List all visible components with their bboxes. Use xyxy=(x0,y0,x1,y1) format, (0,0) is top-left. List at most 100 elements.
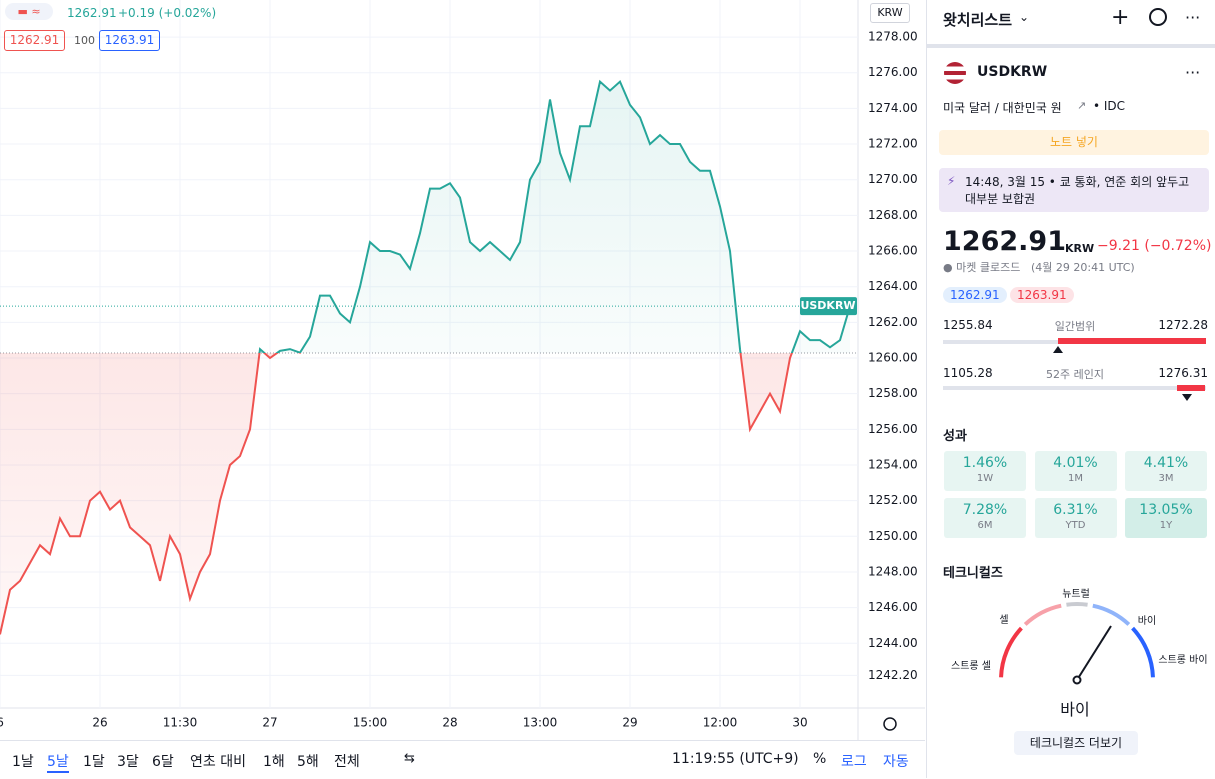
y-tick-label: 1262.00 xyxy=(868,315,918,329)
performance-period: 1W xyxy=(976,473,994,484)
x-tick-label: 12:00 xyxy=(703,716,738,730)
chart-icon[interactable] xyxy=(1149,8,1167,26)
x-tick-label: 11:30 xyxy=(163,716,198,730)
symbol[interactable]: USDKRW xyxy=(977,64,1048,80)
x-tick-label: 26 xyxy=(92,716,107,730)
range-button[interactable]: 연초 대비 xyxy=(190,754,246,770)
log-toggle[interactable]: 로그 xyxy=(841,754,867,770)
price-currency: KRW xyxy=(1065,242,1095,255)
price-tag-label: USDKRW xyxy=(800,299,855,312)
gauge-label: 스트롱 바이 xyxy=(1158,654,1207,666)
description[interactable]: 미국 달러 / 대한민국 원 xyxy=(943,101,1062,115)
news-headline: 쿄 통화, 연준 회의 앞두고 대부분 보합권 xyxy=(965,175,1190,206)
range-bar xyxy=(943,386,1206,390)
market-status: ● 마켓 클로즈드 xyxy=(943,261,1021,274)
y-tick-label: 1248.00 xyxy=(868,564,918,578)
gauge-arc xyxy=(1131,626,1155,678)
technicals-title: 테크니컬즈 xyxy=(943,566,1003,581)
settings-icon[interactable] xyxy=(883,717,897,731)
x-tick-label: 15:00 xyxy=(353,716,388,730)
source: • IDC xyxy=(1093,99,1126,113)
y-tick-label: 1268.00 xyxy=(868,208,918,222)
performance-cell: 7.28% 6M xyxy=(944,498,1026,538)
gauge-label: 스트롱 셀 xyxy=(951,660,991,672)
more-icon[interactable]: ··· xyxy=(1185,63,1201,82)
news-box[interactable] xyxy=(939,168,1209,212)
range-low: 1255.84 xyxy=(943,318,993,332)
y-tick-label: 1278.00 xyxy=(868,30,918,44)
percent-toggle[interactable]: % xyxy=(813,751,827,767)
y-tick-label: 1252.00 xyxy=(868,493,918,507)
range-button[interactable]: 1해 xyxy=(263,754,285,770)
range-button[interactable]: 3달 xyxy=(117,754,139,770)
bid-pill: 1262.91 xyxy=(943,287,1007,303)
performance-value: 4.01% xyxy=(1053,455,1098,471)
y-tick-label: 1264.00 xyxy=(868,279,918,293)
performance-cell: 13.05% 1Y xyxy=(1125,498,1207,538)
range-label: 일간범위 xyxy=(1054,320,1096,333)
range-marker xyxy=(1053,346,1063,353)
y-tick-label: 1276.00 xyxy=(868,65,918,79)
performance-period: 1Y xyxy=(1159,520,1173,531)
date-range-icon[interactable]: ⇆ xyxy=(404,751,415,766)
gauge-label: 뉴트럴 xyxy=(1062,587,1090,600)
y-tick-label: 1256.00 xyxy=(868,422,918,436)
symbol-pill[interactable]: ▬ ≈ xyxy=(5,3,53,20)
ask-pill: 1263.91 xyxy=(1010,287,1074,303)
performance-period: 3M xyxy=(1158,473,1174,484)
x-tick-label: 30 xyxy=(792,716,807,730)
sell-button[interactable]: 1262.91 xyxy=(4,30,65,51)
buy-button[interactable]: 1263.91 xyxy=(99,30,160,51)
price-change: −9.21 (−0.72%) xyxy=(1097,238,1212,254)
range-button[interactable]: 5해 xyxy=(297,754,319,770)
legend-price: 1262.91 xyxy=(67,6,117,20)
range-fill xyxy=(1177,385,1205,391)
y-tick-label: 1254.00 xyxy=(868,457,918,471)
flag-icon xyxy=(944,62,966,84)
range-button[interactable]: 1날 xyxy=(12,754,34,770)
gauge-arc xyxy=(1066,602,1088,607)
range-fill xyxy=(1058,338,1206,344)
performance-value: 4.41% xyxy=(1143,455,1189,471)
range-button[interactable]: 1달 xyxy=(83,754,105,770)
divider xyxy=(927,44,1215,48)
add-icon[interactable]: + xyxy=(1111,5,1130,30)
legend-change: +0.19 (+0.02%) xyxy=(118,6,217,20)
more-button[interactable]: 테크니컬즈 더보기 xyxy=(1014,731,1138,755)
gauge-needle xyxy=(1076,625,1112,681)
performance-cell: 6.31% YTD xyxy=(1034,498,1117,538)
range-button[interactable]: 전체 xyxy=(334,754,360,770)
watchlist-title[interactable]: 왓치리스트 xyxy=(943,11,1013,29)
link-icon[interactable]: ↗ xyxy=(1077,99,1087,112)
performance-cell: 1.46% 1W xyxy=(944,451,1026,491)
gauge-arc xyxy=(1023,603,1062,626)
x-tick-label: 28 xyxy=(442,716,457,730)
y-tick-label: 1244.00 xyxy=(868,636,918,650)
y-tick-label: 1250.00 xyxy=(868,529,918,543)
x-tick-label: 29 xyxy=(622,716,637,730)
performance-cell: 4.01% 1M xyxy=(1034,451,1117,491)
gauge-arc xyxy=(1092,603,1131,626)
more-icon[interactable]: ··· xyxy=(1185,8,1201,27)
performance-period: 1M xyxy=(1068,473,1083,484)
currency-select[interactable]: KRW xyxy=(870,3,910,23)
news-icon: ⚡ xyxy=(947,174,956,188)
sidebar: 왓치리스트 ⌄ + ··· USDKRW ··· 미국 달러 / 대한민국 원 … xyxy=(926,0,1215,778)
x-tick-label: 13:00 xyxy=(523,716,558,730)
dropdown-icon[interactable]: ⌄ xyxy=(1019,10,1030,24)
status-time: (4월 29 20:41 UTC) xyxy=(1031,261,1135,274)
auto-toggle[interactable]: 자동 xyxy=(883,754,909,770)
range-button[interactable]: 5날 xyxy=(47,751,69,773)
performance-title: 성과 xyxy=(943,429,967,444)
x-tick-label: 6 xyxy=(0,716,4,730)
note-button[interactable]: 노트 넣기 xyxy=(939,130,1209,155)
performance-period: 6M xyxy=(977,520,993,531)
y-tick-label: 1274.00 xyxy=(868,101,918,115)
range-button[interactable]: 6달 xyxy=(152,754,174,770)
news-text[interactable]: 14:48, 3월 15 • 쿄 통화, 연준 회의 앞두고 대부분 보합권 xyxy=(965,174,1195,208)
bottom-toolbar: ⇆ 11:19:55 (UTC+9) % 로그 자동 1날 5날 1달 3달 6달 연초 … xyxy=(0,740,925,779)
performance-value: 7.28% xyxy=(962,502,1008,518)
gauge-pivot xyxy=(1072,675,1082,685)
area xyxy=(0,81,850,635)
